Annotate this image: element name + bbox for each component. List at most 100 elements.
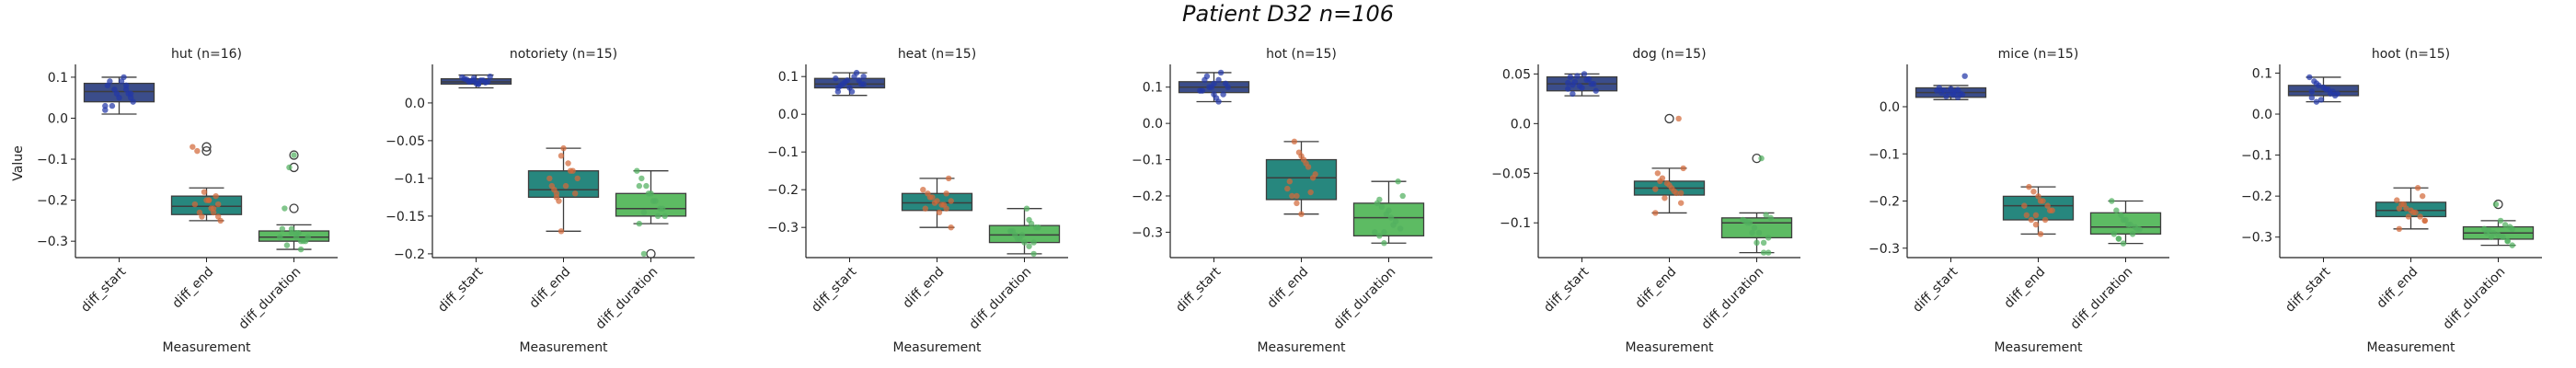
data-point [277,234,283,240]
subplot-title: heat (n=15) [898,47,976,62]
subplot-6: hoot (n=15) 0.1 0.0 −0.1 −0.2 −0.3 diff_start d… [2241,47,2542,355]
data-point [661,213,668,220]
y-tick-label: −0.05 [385,134,425,149]
outlier-marker [289,150,299,160]
data-point [2037,231,2044,237]
data-point [640,209,648,215]
data-point [1381,240,1387,247]
y-tick-label: −0.2 [767,183,799,198]
data-point [1760,249,1767,256]
data-point [1574,73,1581,79]
data-point [217,217,224,224]
y-tick-label: −0.2 [394,247,425,262]
x-tick-label: diff_end [2002,265,2049,312]
x-tick-label: diff_start [809,264,860,316]
data-point [283,242,291,248]
data-point [860,74,867,80]
y-axis-label: Value [11,145,26,180]
data-point [839,81,846,87]
x-tick-label: diff_duration [593,265,661,333]
data-point [1583,76,1590,84]
data-point [2317,97,2325,103]
subplot-title: mice (n=15) [1998,47,2079,62]
data-point [190,144,196,150]
y-tick-label: 0.05 [1502,67,1531,82]
data-point [1565,79,1571,86]
data-point [1765,249,1772,256]
data-point [1740,216,1746,224]
data-point [2400,201,2408,208]
y-tick-label: −0.1 [37,153,68,167]
data-point [1943,93,1949,99]
data-point [2405,213,2412,220]
data-point [1294,200,1300,207]
data-point [2046,207,2053,213]
data-point [1579,85,1585,91]
y-tick-label: 0.1 [1143,81,1163,96]
data-point [567,167,574,174]
x-tick-label: diff_end [170,265,217,312]
data-point [1220,91,1226,98]
data-point [565,160,571,167]
outlier-marker [646,248,656,259]
data-point [1671,188,1677,194]
data-point [1312,171,1318,178]
data-point [1030,250,1037,258]
data-point [848,88,856,95]
data-point [1021,239,1028,246]
y-tick-label: −0.3 [767,221,799,236]
data-point [122,82,130,89]
data-point [102,107,109,113]
subplot-1: notoriety (n=15) 0.0 −0.05 −0.1 −0.15 −0.2 dif… [385,47,695,355]
data-point [297,246,305,253]
data-point [1961,73,1968,79]
data-point [302,237,309,245]
x-tick-label: diff_duration [2441,265,2509,333]
x-tick-label: diff_end [527,265,574,312]
data-point [1652,186,1659,192]
data-point [1760,239,1767,247]
y-tick-label: −0.2 [37,194,68,209]
data-point [2032,212,2040,219]
data-point [109,102,116,109]
data-point [1959,91,1966,98]
data-point [1755,229,1763,236]
data-point [1203,73,1211,80]
data-point [205,197,213,203]
data-point [943,190,949,197]
x-tick-label: diff_end [2375,265,2421,312]
data-point [1949,89,1957,96]
data-point [130,98,136,105]
x-tick-label: diff_duration [1331,265,1399,333]
y-tick-label: 0.0 [1143,117,1163,132]
x-tick-label: diff_end [1633,265,1680,312]
data-point [936,209,943,215]
x-tick-label: diff_duration [236,265,305,333]
x-axis-label: Measurement [1625,340,1714,355]
data-point [2120,240,2127,247]
data-point [1662,195,1668,201]
data-point [1286,178,1294,185]
data-point [853,69,860,76]
data-point [931,200,938,206]
data-point [1026,243,1032,249]
data-point [2504,237,2511,245]
data-point [640,250,648,258]
data-point [1677,200,1685,206]
data-point [291,152,297,158]
data-point [2030,189,2037,195]
data-point [571,190,579,197]
data-point [121,74,127,81]
y-tick-label: −0.05 [1491,167,1531,181]
data-point [2044,202,2051,209]
x-tick-label: diff_duration [2068,265,2136,333]
x-tick-label: diff_duration [1699,265,1767,333]
data-point [2414,185,2421,191]
data-point [2110,231,2118,237]
data-point [1390,222,1397,228]
data-point [1291,138,1298,145]
outlier-marker [201,145,212,156]
y-tick-label: 0.0 [778,108,799,122]
data-point [2306,74,2313,81]
data-point [1294,192,1300,200]
